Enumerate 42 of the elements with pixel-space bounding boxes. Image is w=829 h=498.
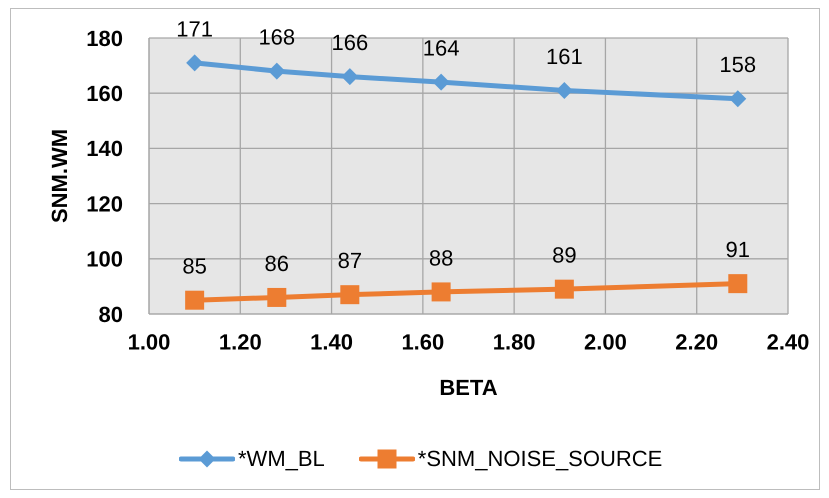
data-label: 171 — [176, 16, 213, 42]
data-label: 166 — [331, 30, 368, 56]
point — [267, 288, 286, 307]
x-tick-label: 1.00 — [128, 330, 170, 355]
data-label: 85 — [182, 254, 207, 279]
point — [268, 62, 286, 80]
point — [432, 282, 451, 302]
y-tick-label: 80 — [98, 302, 123, 327]
x-tick-label: 1.40 — [310, 330, 353, 355]
x-tick-label: 1.20 — [218, 330, 262, 355]
x-tick-label: 2.40 — [766, 330, 810, 355]
point — [728, 274, 748, 294]
data-label: 89 — [552, 242, 577, 268]
y-tick-label: 180 — [86, 26, 123, 51]
point — [554, 280, 574, 299]
data-label: 164 — [422, 36, 460, 61]
data-label: 88 — [428, 245, 454, 270]
data-label: 91 — [726, 237, 750, 262]
y-axis-title: SNM.WM — [47, 128, 73, 224]
data-label: 86 — [264, 250, 290, 276]
point — [185, 290, 204, 310]
data-label: 168 — [258, 24, 296, 50]
point — [729, 90, 746, 108]
data-label: 87 — [338, 248, 362, 274]
y-tick-label: 160 — [86, 81, 123, 106]
x-tick-label: 2.20 — [675, 330, 718, 355]
point — [556, 82, 573, 99]
y-tick-label: 120 — [86, 191, 123, 216]
x-tick-label: 1.60 — [401, 330, 444, 355]
point — [340, 285, 360, 304]
point — [432, 74, 450, 91]
legend-label: *SNM_NOISE_SOURCE — [418, 446, 662, 472]
data-label: 161 — [546, 44, 583, 69]
point — [186, 54, 204, 72]
x-axis-title: BETA — [439, 375, 498, 400]
x-tick-label: 2.00 — [584, 330, 627, 355]
y-tick-label: 100 — [86, 246, 123, 272]
x-tick-label: 1.80 — [492, 330, 536, 355]
legend-label: *WM_BL — [238, 446, 325, 472]
point — [341, 68, 358, 86]
data-label: 158 — [719, 52, 756, 78]
y-tick-label: 140 — [86, 136, 123, 162]
